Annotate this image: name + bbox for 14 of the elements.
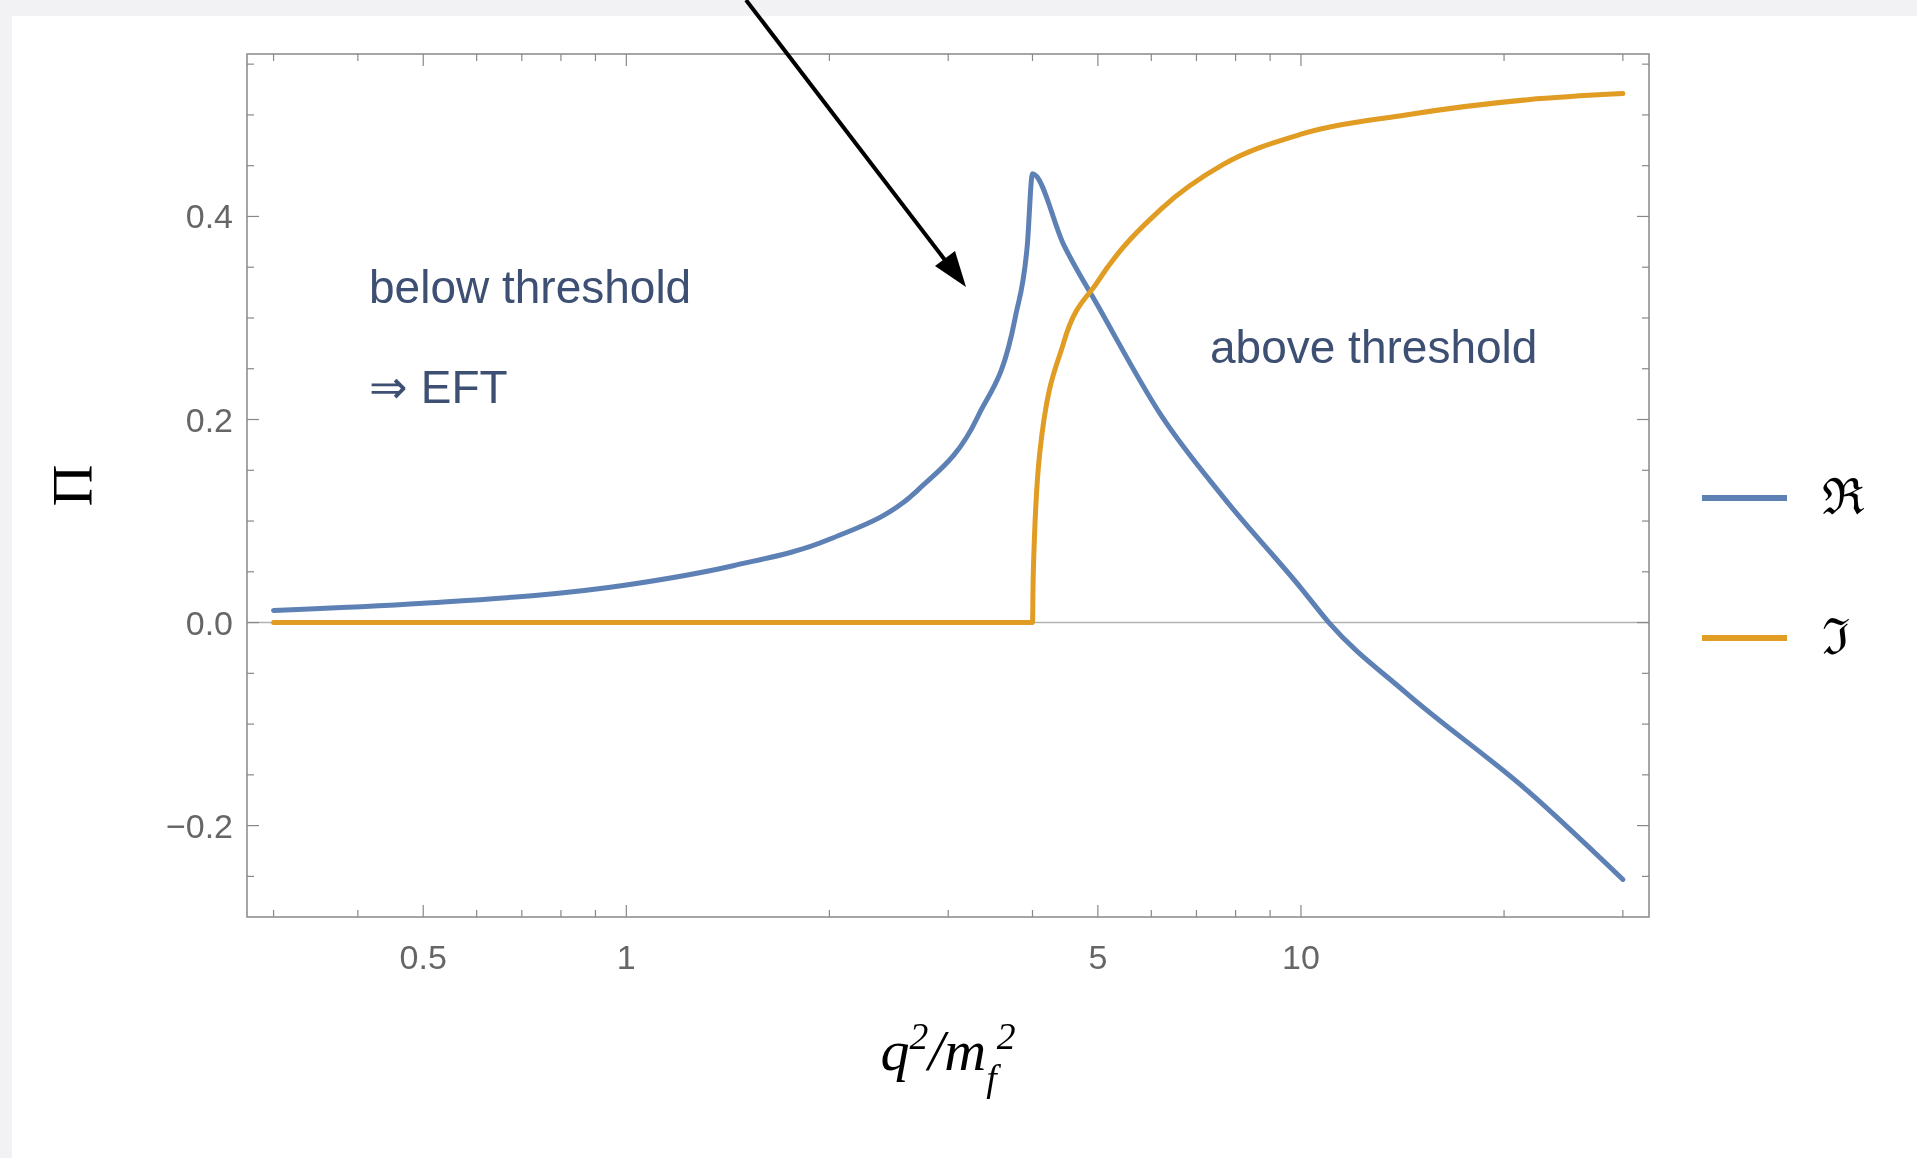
y-tick-label: 0.0 (185, 603, 233, 642)
y-tick-label: 0.2 (185, 400, 233, 439)
y-tick-label: 0.4 (185, 197, 233, 236)
annotation: ⇒ EFT (369, 361, 508, 413)
y-axis-title: Π (40, 464, 105, 507)
x-tick-label: 0.5 (399, 938, 447, 976)
annotation: above threshold (1210, 321, 1538, 373)
x-tick-label: 10 (1282, 938, 1320, 976)
x-tick-label: 5 (1088, 938, 1108, 976)
y-tick-label: −0.2 (165, 806, 233, 845)
legend-label: ℑ (1822, 608, 1850, 666)
annotation: below threshold (369, 261, 692, 313)
x-tick-label: 1 (616, 938, 636, 976)
legend-label: ℜ (1822, 468, 1865, 526)
